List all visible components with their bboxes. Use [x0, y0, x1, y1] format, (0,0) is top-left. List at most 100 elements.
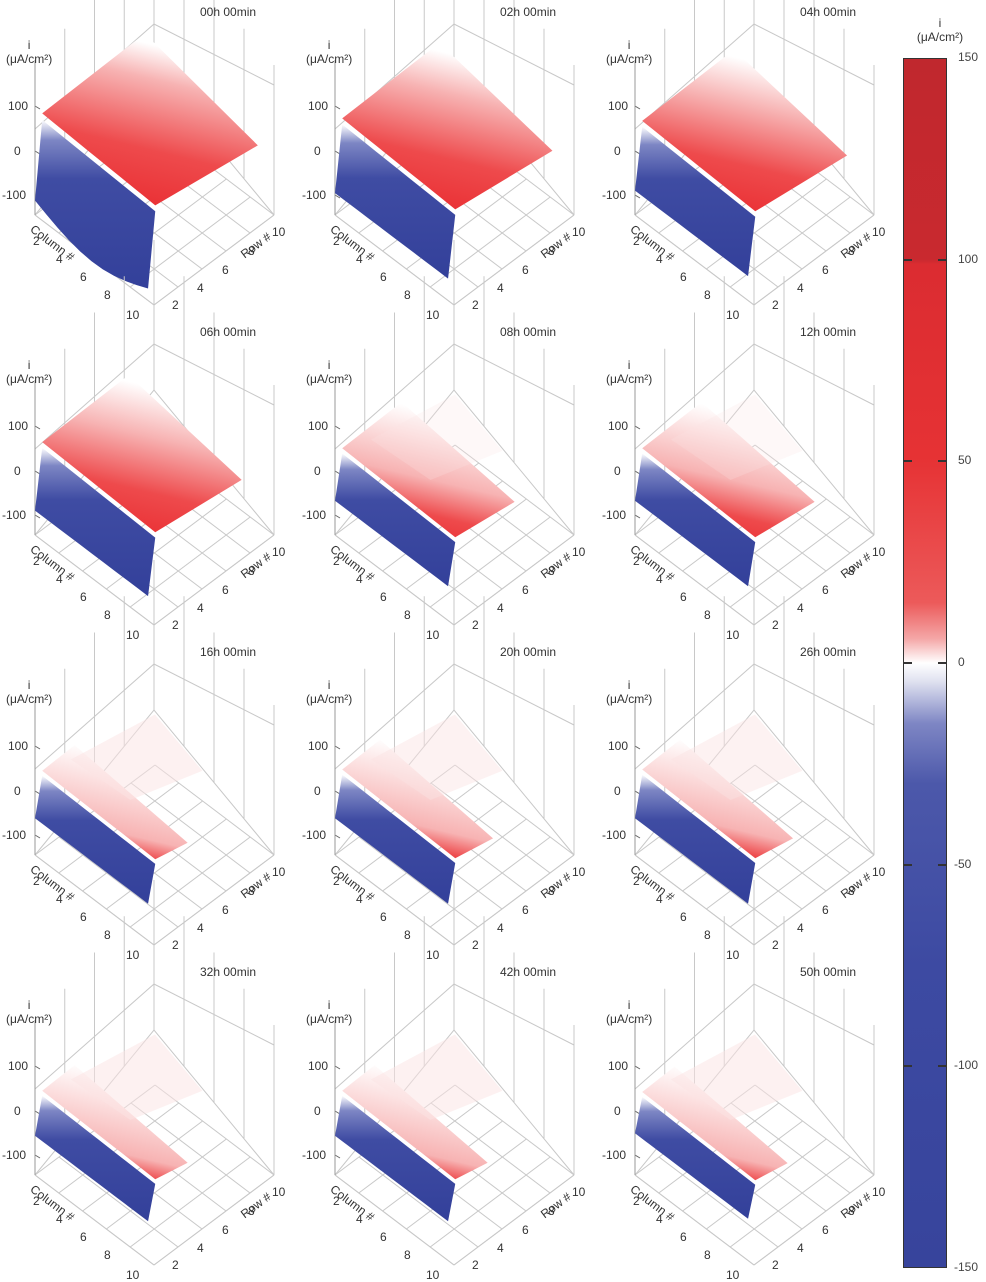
z-axis-symbol: i — [27, 998, 31, 1012]
row-tick-label: 4 — [197, 601, 204, 615]
z-axis-label: i (μA/cm²) — [6, 38, 52, 66]
row-tick-label: 4 — [797, 1241, 804, 1255]
row-tick-label: 8 — [848, 244, 855, 258]
row-tick-label: 6 — [522, 263, 529, 277]
row-tick-label: 6 — [522, 583, 529, 597]
row-tick-label: 10 — [272, 865, 286, 879]
row-tick-label: 10 — [572, 225, 586, 239]
row-tick-label: 4 — [197, 281, 204, 295]
z-axis-unit: (μA/cm²) — [306, 692, 353, 706]
colorbar-tick-label: -50 — [954, 856, 972, 871]
z-tick-label: -100 — [2, 508, 27, 522]
surface-plot-panel: 16h 00min i (μA/cm²) 100 0 -100 Column # Row #2… — [0, 560, 300, 962]
row-tick-label: 6 — [822, 583, 829, 597]
surface-plot-panel: 06h 00min i (μA/cm²) 100 0 -100 Column # Row #2… — [0, 240, 300, 642]
panel-title: 08h 00min — [500, 325, 557, 339]
column-tick-label: 10 — [426, 948, 440, 962]
panel-title: 42h 00min — [500, 965, 557, 979]
row-tick-label: 2 — [772, 1258, 779, 1272]
row-tick-label: 4 — [797, 281, 804, 295]
z-axis-unit: (μA/cm²) — [606, 52, 653, 66]
column-tick-label: 6 — [380, 910, 387, 924]
row-tick-label: 2 — [772, 618, 779, 632]
panel-title: 50h 00min — [800, 965, 857, 979]
z-tick-label: -100 — [602, 828, 627, 842]
row-tick-label: 8 — [848, 564, 855, 578]
row-tick-label: 6 — [822, 1223, 829, 1237]
z-tick-label: 0 — [14, 784, 21, 798]
colorbar-tick-label: 100 — [958, 251, 979, 266]
surface-plot-panel: 20h 00min i (μA/cm²) 100 0 -100 Column # Row #2… — [300, 560, 600, 962]
colorbar-tick-label: -150 — [954, 1260, 979, 1274]
row-tick-label: 10 — [872, 865, 886, 879]
z-tick-label: -100 — [2, 828, 27, 842]
surface-plot-panel: 26h 00min i (μA/cm²) 100 0 -100 Column # Row #2… — [600, 560, 900, 962]
column-tick-label: 2 — [333, 554, 340, 568]
surface-plot-panel: 32h 00min i (μA/cm²) 100 0 -100 Column # Row #2… — [0, 880, 300, 1282]
panel-title: 12h 00min — [800, 325, 857, 339]
row-tick-label: 10 — [872, 1185, 886, 1199]
z-axis-label: i (μA/cm²) — [306, 998, 352, 1026]
column-tick-label: 8 — [404, 1248, 411, 1262]
z-tick-label: 0 — [14, 144, 21, 158]
row-tick-label: 2 — [172, 298, 179, 312]
row-tick-label: 2 — [472, 618, 479, 632]
z-axis-unit: (μA/cm²) — [6, 692, 53, 706]
column-tick-label: 4 — [656, 892, 663, 906]
column-tick-label: 6 — [80, 910, 87, 924]
colorbar-tick-label: -100 — [954, 1058, 979, 1073]
z-axis-label: i (μA/cm²) — [306, 38, 352, 66]
row-tick-label: 6 — [522, 903, 529, 917]
column-tick-label: 10 — [726, 948, 740, 962]
column-tick-label: 2 — [33, 874, 40, 888]
z-tick-label: 100 — [608, 1059, 629, 1073]
row-tick-label: 2 — [172, 938, 179, 952]
row-tick-label: 8 — [248, 244, 255, 258]
column-tick-label: 10 — [726, 308, 740, 322]
row-tick-label: 2 — [472, 938, 479, 952]
surface-plot-panel: 42h 00min i (μA/cm²) 100 0 -100 Column # Row #2… — [300, 880, 600, 1282]
panel-title: 26h 00min — [800, 645, 857, 659]
column-tick-label: 4 — [356, 1212, 363, 1226]
panel-title: 02h 00min — [500, 5, 557, 19]
row-tick-label: 10 — [272, 545, 286, 559]
column-tick-label: 8 — [404, 608, 411, 622]
row-tick-label: 2 — [772, 298, 779, 312]
z-tick-label: 0 — [314, 1104, 321, 1118]
row-tick-label: 8 — [248, 884, 255, 898]
z-tick-label: -100 — [302, 1148, 327, 1162]
panel-title: 00h 00min — [200, 5, 257, 19]
column-tick-label: 10 — [726, 1268, 740, 1282]
z-axis-unit: (μA/cm²) — [306, 52, 353, 66]
z-tick-label: 100 — [8, 1059, 29, 1073]
column-tick-label: 6 — [680, 910, 687, 924]
row-tick-label: 6 — [222, 583, 229, 597]
z-tick-label: -100 — [2, 188, 27, 202]
column-tick-label: 4 — [56, 252, 63, 266]
z-tick-label: 100 — [8, 419, 29, 433]
row-tick-label: 4 — [497, 1241, 504, 1255]
column-tick-label: 6 — [680, 1230, 687, 1244]
colorbar-title: i (μA/cm²) — [900, 16, 980, 44]
z-axis-label: i (μA/cm²) — [606, 358, 652, 386]
column-tick-label: 6 — [380, 590, 387, 604]
row-tick-label: 6 — [222, 263, 229, 277]
row-tick-label: 2 — [472, 1258, 479, 1272]
row-tick-label: 10 — [872, 225, 886, 239]
z-axis-symbol: i — [27, 678, 31, 692]
row-tick-label: 8 — [548, 1204, 555, 1218]
z-axis-symbol: i — [627, 38, 631, 52]
column-tick-label: 4 — [56, 572, 63, 586]
surface-plot-panel: 00h 00min i (μA/cm²) 100 0 -100 Column # Row #2… — [0, 0, 300, 322]
row-tick-label: 10 — [872, 545, 886, 559]
row-tick-label: 10 — [272, 1185, 286, 1199]
column-tick-label: 8 — [704, 288, 711, 302]
z-tick-label: -100 — [2, 1148, 27, 1162]
panel-title: 06h 00min — [200, 325, 257, 339]
column-tick-label: 4 — [56, 1212, 63, 1226]
surface-plot-panel: 12h 00min i (μA/cm²) 100 0 -100 Column # Row #2… — [600, 240, 900, 642]
column-tick-label: 4 — [656, 1212, 663, 1226]
z-tick-label: 100 — [608, 99, 629, 113]
column-tick-label: 2 — [33, 234, 40, 248]
z-axis-symbol: i — [327, 998, 331, 1012]
